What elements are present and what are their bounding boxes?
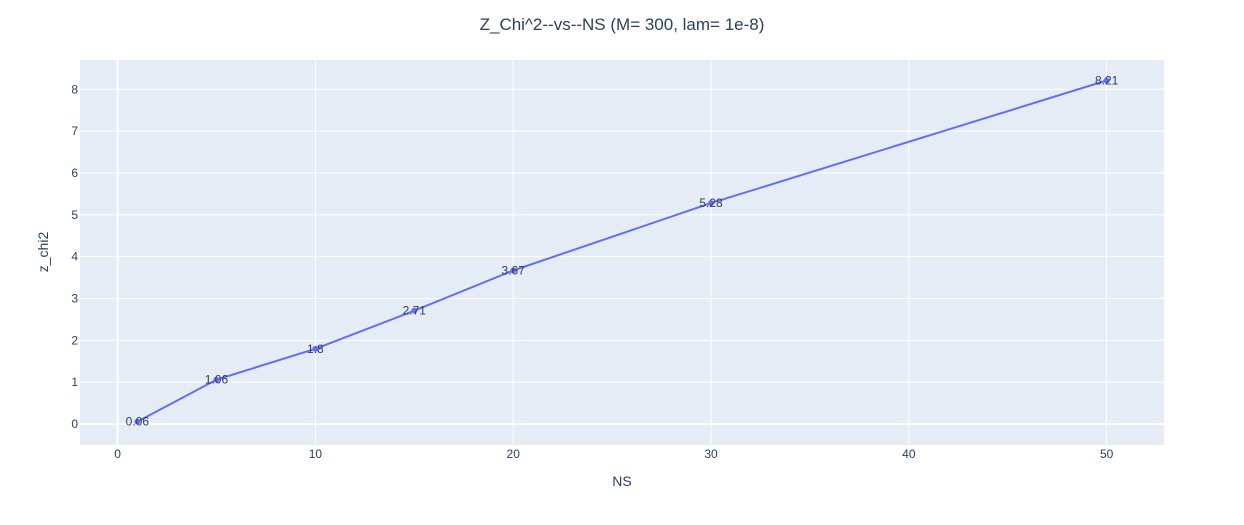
y-tick-label: 5 bbox=[71, 208, 78, 222]
data-labels: 0.06 1.06 1.8 2.71 3.67 5.28 8.21 bbox=[126, 74, 1119, 429]
x-tick-label: 50 bbox=[1100, 447, 1114, 461]
y-tick-label: 7 bbox=[71, 124, 78, 138]
data-label: 0.06 bbox=[126, 415, 150, 429]
y-gridlines bbox=[80, 88, 1164, 383]
data-point[interactable] bbox=[213, 376, 220, 383]
plot-background bbox=[80, 60, 1164, 445]
data-label: 8.21 bbox=[1095, 74, 1119, 88]
y-tick-label: 8 bbox=[71, 82, 78, 96]
data-label: 1.06 bbox=[205, 373, 229, 387]
y-tick-label: 6 bbox=[71, 166, 78, 180]
x-tick-labels: 0 10 20 30 40 50 bbox=[114, 447, 1113, 461]
data-label: 1.8 bbox=[307, 342, 324, 356]
x-axis-title: NS bbox=[612, 473, 631, 489]
zero-lines bbox=[80, 60, 1164, 445]
x-tick-label: 10 bbox=[309, 447, 323, 461]
data-point[interactable] bbox=[411, 307, 418, 314]
data-point[interactable] bbox=[134, 418, 141, 425]
y-tick-label: 0 bbox=[71, 417, 78, 431]
data-label: 3.67 bbox=[502, 263, 526, 277]
data-point[interactable] bbox=[1103, 77, 1110, 84]
chart-title: Z_Chi^2--vs--NS (M= 300, lam= 1e-8) bbox=[480, 15, 765, 34]
x-tick-label: 0 bbox=[114, 447, 121, 461]
series-group bbox=[134, 77, 1110, 425]
x-tick-label: 30 bbox=[704, 447, 718, 461]
y-tick-label: 2 bbox=[71, 333, 78, 347]
x-tick-label: 40 bbox=[902, 447, 916, 461]
data-label: 2.71 bbox=[403, 304, 427, 318]
y-axis-title: z_chi2 bbox=[35, 232, 51, 273]
data-point[interactable] bbox=[708, 200, 715, 207]
y-tick-label: 3 bbox=[71, 292, 78, 306]
y-tick-label: 1 bbox=[71, 375, 78, 389]
x-tick-label: 20 bbox=[507, 447, 521, 461]
data-point[interactable] bbox=[510, 267, 517, 274]
y-tick-labels: 0 1 2 3 4 5 6 7 8 bbox=[71, 82, 78, 431]
data-label: 5.28 bbox=[699, 196, 723, 210]
data-point[interactable] bbox=[312, 345, 319, 352]
y-tick-label: 4 bbox=[71, 250, 78, 264]
x-gridlines bbox=[314, 60, 1108, 445]
